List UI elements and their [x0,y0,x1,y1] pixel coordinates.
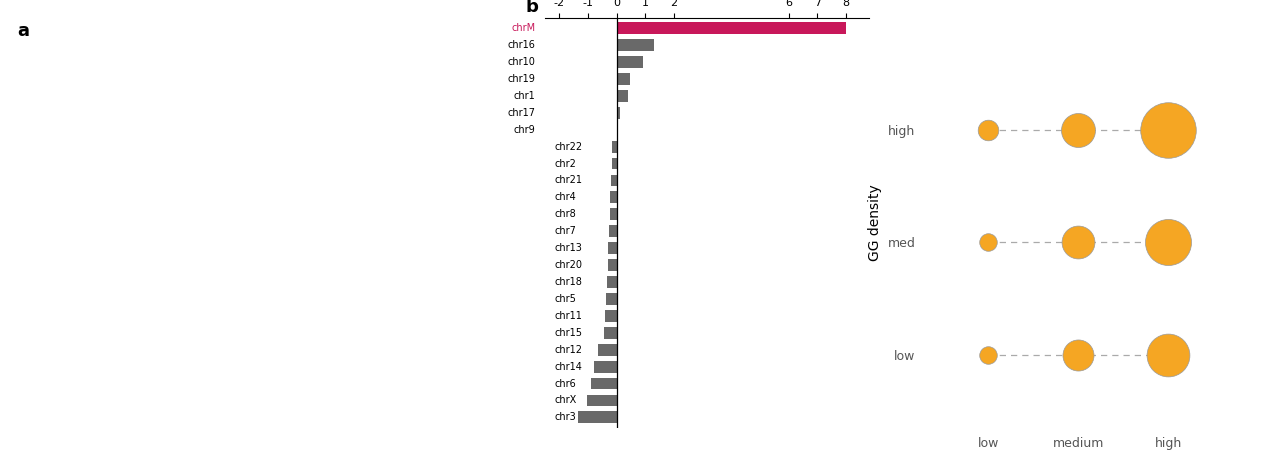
Bar [616,56,643,68]
Text: chr9: chr9 [514,125,535,135]
Bar [593,360,616,373]
Point [1158,126,1178,134]
Text: chr20: chr20 [555,260,583,270]
Text: chr3: chr3 [555,412,577,423]
Bar [616,73,630,85]
Point [1158,239,1178,246]
Bar [598,344,616,356]
Text: chr21: chr21 [555,176,583,185]
Text: chr18: chr18 [555,277,583,287]
Text: chr19: chr19 [507,74,535,84]
Bar [609,225,616,237]
Point [1158,351,1178,358]
Point [978,126,998,134]
Text: chr22: chr22 [555,142,583,152]
Text: chr1: chr1 [514,91,535,101]
Text: chr11: chr11 [555,311,583,321]
Text: chr8: chr8 [555,209,577,219]
Text: chr13: chr13 [555,243,583,253]
Bar [616,90,628,102]
Text: chrX: chrX [555,396,577,405]
Bar [616,39,654,51]
Bar [611,158,616,170]
Bar [610,191,616,203]
Bar [591,378,616,389]
Text: chr10: chr10 [507,57,535,67]
Bar [616,107,620,119]
Bar [587,395,616,406]
Bar [610,208,616,220]
Text: chr6: chr6 [555,378,577,388]
Text: chr7: chr7 [555,226,577,236]
Bar [607,259,616,271]
Text: chr14: chr14 [555,362,583,372]
Text: chr2: chr2 [555,158,577,168]
Text: b: b [526,0,539,15]
Text: chr4: chr4 [555,192,577,202]
Text: a: a [18,22,29,40]
Bar [612,141,616,153]
Text: chr16: chr16 [507,40,535,50]
Text: chr12: chr12 [555,345,583,355]
Point [1068,239,1088,246]
Bar [604,327,616,339]
Bar [606,276,616,288]
Bar [578,411,616,423]
Bar [609,242,616,254]
Bar [611,175,616,186]
Text: chrM: chrM [511,23,535,33]
Point [978,239,998,246]
Point [1068,126,1088,134]
Point [1068,351,1088,358]
Text: chr15: chr15 [555,328,583,338]
Bar [605,310,616,322]
Bar [616,22,846,34]
Bar [606,293,616,305]
Text: chr5: chr5 [555,294,577,304]
Y-axis label: GG density: GG density [869,184,883,261]
Text: chr17: chr17 [507,108,535,118]
Point [978,351,998,358]
